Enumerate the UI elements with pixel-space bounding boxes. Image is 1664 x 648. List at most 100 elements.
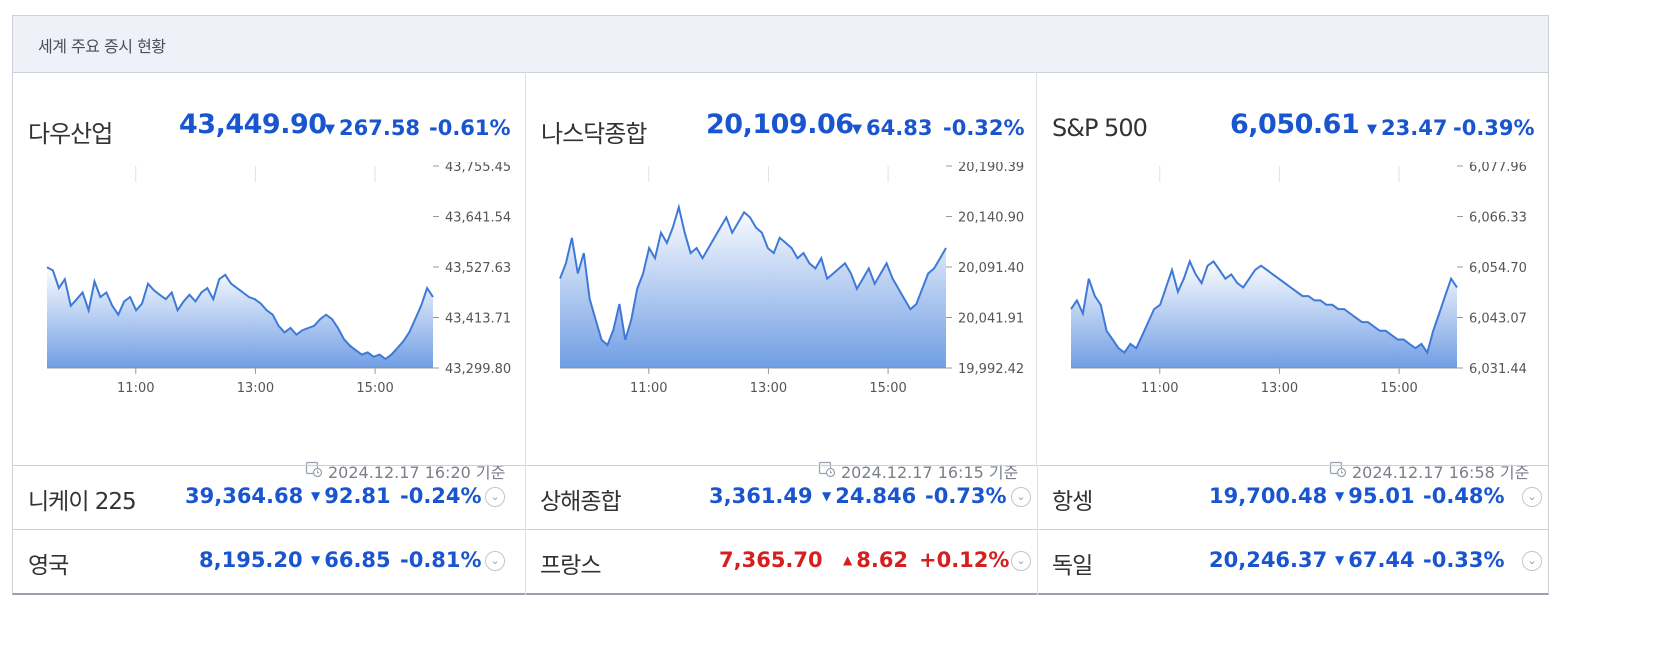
market-percent: -0.81% <box>400 548 482 572</box>
y-tick-label: 6,066.33 <box>1469 211 1527 226</box>
market-name: 영국 <box>28 553 69 579</box>
down-arrow-icon: ▼ <box>325 122 335 137</box>
y-tick-label: 20,140.90 <box>958 211 1024 226</box>
index-percent: -0.61% <box>429 116 511 140</box>
index-panel-nasdaq[interactable]: 나스닥종합 20,109.06 ▼ 64.83 -0.32% 20,190.39 2… <box>525 72 1037 482</box>
market-name: 독일 <box>1052 553 1093 579</box>
intraday-chart: 6,077.96 6,066.33 6,054.70 6,043.07 6,031.44… <box>1070 162 1527 396</box>
market-percent: -0.24% <box>400 484 482 508</box>
market-value: 8,195.20 <box>199 548 303 572</box>
down-arrow-icon: ▼ <box>311 553 321 567</box>
y-tick-label: 43,641.54 <box>445 211 511 226</box>
x-tick-label: 15:00 <box>869 381 906 396</box>
market-name: 니케이 225 <box>28 489 137 515</box>
area-fill <box>1071 261 1457 368</box>
index-change: ▼ 23.47 <box>1367 116 1448 140</box>
index-percent: -0.39% <box>1453 116 1535 140</box>
market-change: ▼ 66.85 <box>311 548 391 572</box>
index-name: 다우산업 <box>28 120 113 148</box>
chevron-down-icon[interactable]: ⌄ <box>485 551 505 571</box>
intraday-chart: 20,190.39 20,140.90 20,091.40 20,041.91 19,9… <box>559 162 1024 396</box>
market-value: 20,246.37 <box>1209 548 1328 572</box>
timestamp: 2024.12.17 16:58 기준 <box>1352 463 1530 482</box>
market-percent: -0.48% <box>1423 484 1505 508</box>
index-name: S&P 500 <box>1052 114 1148 142</box>
price-line <box>46 266 434 361</box>
market-percent: +0.12% <box>919 548 1010 572</box>
market-value: 39,364.68 <box>185 484 304 508</box>
market-change: ▲ 8.62 <box>843 548 909 572</box>
x-tick-label: 11:00 <box>117 381 154 396</box>
down-arrow-icon: ▼ <box>1335 489 1345 503</box>
index-change: ▼ 64.83 <box>852 116 933 140</box>
y-tick-label: 43,299.80 <box>445 362 511 377</box>
down-arrow-icon: ▼ <box>1367 122 1377 137</box>
down-arrow-icon: ▼ <box>311 489 321 503</box>
index-value: 20,109.06 <box>706 109 854 140</box>
divider <box>1037 465 1038 595</box>
market-percent: -0.33% <box>1423 548 1505 572</box>
divider <box>13 529 1548 530</box>
x-tick-label: 13:00 <box>237 381 274 396</box>
chevron-down-icon[interactable]: ⌄ <box>1011 551 1031 571</box>
y-tick-label: 20,091.40 <box>958 261 1024 276</box>
index-value: 43,449.90 <box>179 109 327 140</box>
y-tick-label: 6,031.44 <box>1469 362 1527 377</box>
index-value: 6,050.61 <box>1230 109 1360 140</box>
y-tick-label: 43,755.45 <box>445 162 511 175</box>
y-tick-label: 6,054.70 <box>1469 261 1527 276</box>
market-change: ▼ 67.44 <box>1335 548 1415 572</box>
area-fill <box>47 267 433 368</box>
market-row-france[interactable]: 프랑스 7,365.70 ▲ 8.62 +0.12% ⌄ <box>525 530 1037 594</box>
x-tick-label: 15:00 <box>1380 381 1417 396</box>
x-tick-label: 15:00 <box>356 381 393 396</box>
chevron-down-icon[interactable]: ⌄ <box>1522 487 1542 507</box>
market-row-nikkei[interactable]: 니케이 225 39,364.68 ▼ 92.81 -0.24% ⌄ <box>13 466 525 530</box>
x-tick-label: 13:00 <box>1261 381 1298 396</box>
timestamp: 2024.12.17 16:15 기준 <box>841 463 1019 482</box>
chevron-down-icon[interactable]: ⌄ <box>1011 487 1031 507</box>
y-tick-label: 43,527.63 <box>445 261 511 276</box>
index-panel-sp500[interactable]: S&P 500 6,050.61 ▼ 23.47 -0.39% 6,077.96 6… <box>1037 72 1549 482</box>
divider <box>13 465 1548 466</box>
market-name: 항셍 <box>1052 489 1093 515</box>
widget-title: 세계 주요 증시 현황 <box>38 37 166 56</box>
chevron-down-icon[interactable]: ⌄ <box>1522 551 1542 571</box>
market-change: ▼ 24.846 <box>822 484 917 508</box>
price-line <box>559 203 947 347</box>
market-change: ▼ 95.01 <box>1335 484 1415 508</box>
market-value: 3,361.49 <box>709 484 813 508</box>
index-change: ▼ 267.58 <box>325 116 421 140</box>
market-value: 7,365.70 <box>719 548 823 572</box>
market-percent: -0.73% <box>925 484 1007 508</box>
index-panel-dow[interactable]: 다우산업 43,449.90 ▼ 267.58 -0.61% 43,755.45 4… <box>13 72 525 482</box>
timestamp: 2024.12.17 16:20 기준 <box>328 463 506 482</box>
y-tick-label: 6,043.07 <box>1469 312 1527 327</box>
y-tick-label: 43,413.71 <box>445 312 511 327</box>
divider <box>525 465 526 595</box>
index-name: 나스닥종합 <box>541 120 647 148</box>
widget-header: 세계 주요 증시 현황 <box>13 16 1548 73</box>
x-tick-label: 13:00 <box>750 381 787 396</box>
down-arrow-icon: ▼ <box>1335 553 1345 567</box>
chevron-down-icon[interactable]: ⌄ <box>485 487 505 507</box>
y-tick-label: 19,992.42 <box>958 362 1024 377</box>
x-tick-label: 11:00 <box>630 381 667 396</box>
y-tick-label: 20,041.91 <box>958 312 1024 327</box>
market-value: 19,700.48 <box>1209 484 1328 508</box>
market-row-uk[interactable]: 영국 8,195.20 ▼ 66.85 -0.81% ⌄ <box>13 530 525 594</box>
y-tick-label: 20,190.39 <box>958 162 1024 175</box>
down-arrow-icon: ▼ <box>822 489 832 503</box>
market-name: 상해종합 <box>540 489 622 515</box>
market-row-hangseng[interactable]: 항셍 19,700.48 ▼ 95.01 -0.48% ⌄ <box>1037 466 1549 530</box>
market-row-shanghai[interactable]: 상해종합 3,361.49 ▼ 24.846 -0.73% ⌄ <box>525 466 1037 530</box>
area-fill <box>560 207 946 368</box>
world-markets-widget: 세계 주요 증시 현황 다우산업 43,449.90 ▼ 267.58 -0.61… <box>12 15 1549 595</box>
x-tick-label: 11:00 <box>1141 381 1178 396</box>
up-arrow-icon: ▲ <box>843 553 853 567</box>
y-tick-label: 6,077.96 <box>1469 162 1527 175</box>
area-mask <box>47 182 433 359</box>
price-line <box>1070 258 1458 355</box>
market-row-germany[interactable]: 독일 20,246.37 ▼ 67.44 -0.33% ⌄ <box>1037 530 1549 594</box>
index-percent: -0.32% <box>943 116 1025 140</box>
